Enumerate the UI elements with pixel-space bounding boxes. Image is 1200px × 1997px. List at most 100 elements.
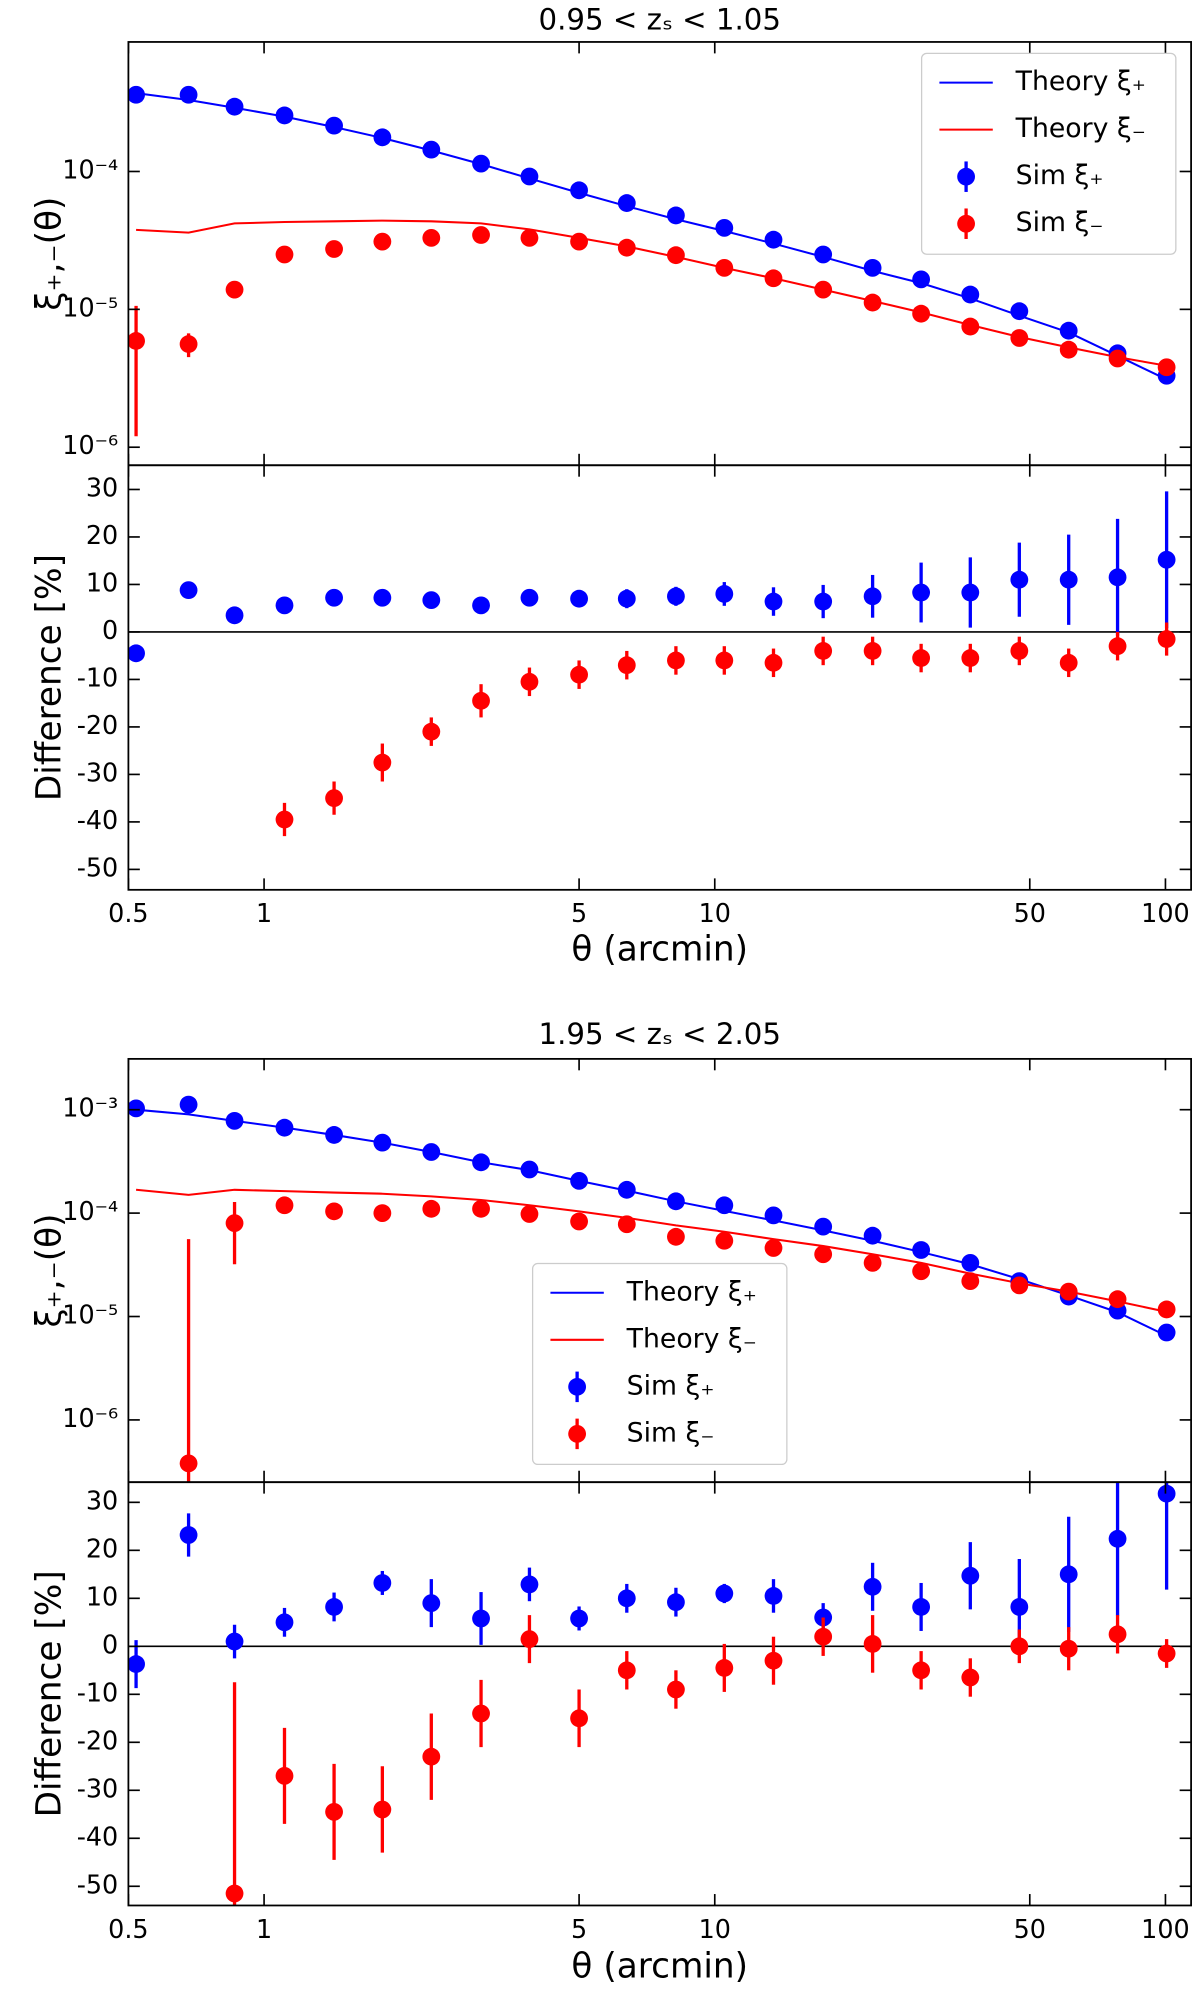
data-point	[863, 1226, 882, 1245]
data-point	[570, 665, 588, 684]
data-point	[225, 97, 244, 116]
data-point	[863, 293, 882, 312]
data-point	[912, 270, 931, 289]
data-point	[225, 1214, 244, 1233]
y-tick-label: -30	[77, 1773, 119, 1803]
axes-frame	[127, 464, 1192, 891]
data-point	[863, 258, 882, 277]
data-point	[1010, 1598, 1029, 1616]
x-tick-label: 10	[699, 1914, 731, 1944]
data-point	[715, 1659, 734, 1677]
y-axis-label: Difference [%]	[29, 1570, 69, 1817]
x-tick-label: 5	[571, 1914, 587, 1944]
data-point	[1108, 1290, 1127, 1309]
data-point	[225, 1111, 244, 1130]
y-tick-label: 20	[86, 520, 118, 550]
theory-line	[135, 1108, 1168, 1337]
y-tick-label: 10⁻⁵	[62, 292, 118, 322]
data-point	[1010, 570, 1029, 589]
data-point	[325, 1598, 343, 1616]
data-point	[1108, 1625, 1127, 1644]
data-point	[520, 1160, 539, 1179]
data-point	[961, 1253, 980, 1272]
data-point	[1059, 321, 1078, 340]
data-point	[225, 1884, 244, 1903]
data-point	[373, 128, 392, 147]
data-point	[128, 85, 145, 104]
data-point	[1157, 1644, 1176, 1663]
x-tick-label: 1	[256, 1914, 272, 1944]
data-point	[1108, 637, 1127, 656]
data-point	[764, 653, 783, 672]
legend-marker	[957, 167, 975, 186]
data-point	[1059, 1565, 1078, 1584]
data-point	[863, 642, 882, 660]
y-tick-label: 10⁻⁶	[62, 1403, 118, 1433]
data-point	[617, 1215, 636, 1234]
y-tick-label: -10	[77, 662, 119, 692]
data-point	[373, 1204, 392, 1222]
data-point	[373, 588, 392, 607]
data-point	[1108, 568, 1127, 587]
legend-box	[920, 52, 1177, 255]
legend-box	[531, 1262, 788, 1466]
data-point	[667, 651, 685, 670]
x-axis-label: θ (arcmin)	[571, 1946, 748, 1986]
x-tick-label: 50	[1014, 1914, 1046, 1944]
data-point	[1010, 302, 1029, 321]
data-point	[1108, 349, 1127, 368]
data-point	[814, 1245, 833, 1264]
data-point	[1157, 1484, 1176, 1503]
data-point	[814, 245, 833, 264]
data-point	[715, 258, 734, 277]
data-point	[570, 589, 588, 608]
data-point	[961, 1272, 980, 1290]
data-point	[179, 581, 198, 600]
data-point	[570, 232, 588, 251]
data-point	[617, 1589, 636, 1608]
data-point	[912, 304, 931, 323]
data-point	[373, 753, 392, 772]
legend-label: Theory ξ₋	[1015, 113, 1146, 144]
data-point	[472, 1704, 490, 1723]
data-point	[961, 649, 980, 667]
data-point	[275, 596, 294, 615]
data-point	[275, 106, 294, 125]
y-tick-label: -20	[77, 1725, 119, 1755]
data-point	[1059, 340, 1078, 359]
data-point	[1010, 1637, 1029, 1656]
data-point	[520, 1630, 539, 1649]
data-point	[179, 85, 198, 104]
y-axis-label: Difference [%]	[29, 554, 69, 801]
data-point	[1059, 653, 1078, 672]
y-tick-label: 10	[86, 1581, 118, 1611]
data-point	[472, 1609, 490, 1628]
y-tick-label: -50	[77, 1869, 119, 1899]
data-point	[912, 1241, 931, 1259]
plot-area	[128, 491, 1192, 837]
data-point	[325, 240, 343, 258]
data-point	[275, 810, 294, 829]
data-point	[617, 194, 636, 212]
data-point	[617, 238, 636, 257]
data-point	[814, 642, 833, 660]
data-point	[179, 1454, 198, 1473]
data-point	[1157, 1323, 1176, 1342]
legend-label: Sim ξ₊	[1016, 160, 1104, 191]
data-point	[472, 226, 490, 244]
data-point	[422, 722, 441, 741]
x-tick-label: 100	[1141, 898, 1190, 928]
data-point	[617, 656, 636, 675]
data-point	[225, 1632, 244, 1651]
y-tick-label: -20	[77, 710, 119, 740]
data-point	[814, 1627, 833, 1646]
data-point	[422, 1143, 441, 1161]
data-point	[422, 1594, 441, 1613]
y-tick-label: 20	[86, 1533, 118, 1563]
data-point	[667, 1593, 685, 1612]
data-point	[422, 1747, 441, 1766]
data-point	[275, 245, 294, 264]
y-tick-label: -40	[77, 1821, 119, 1851]
data-point	[422, 591, 441, 610]
